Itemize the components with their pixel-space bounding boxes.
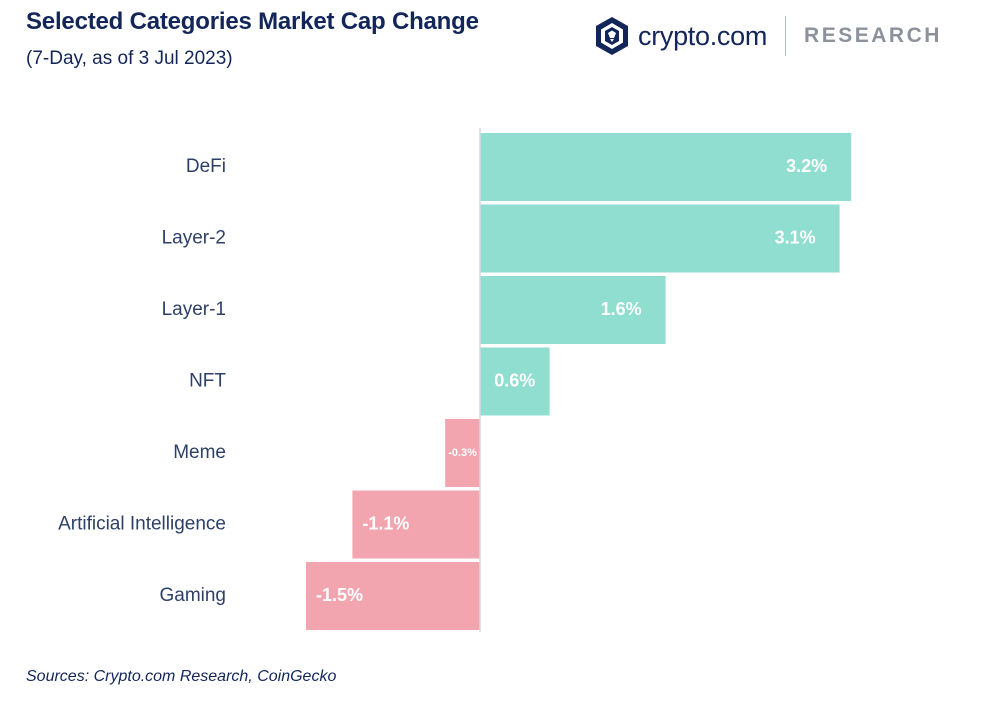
value-label: 0.6% — [494, 370, 535, 390]
value-label: 3.1% — [775, 227, 816, 247]
category-label: Layer-1 — [162, 299, 226, 320]
category-label: Layer-2 — [162, 228, 226, 249]
category-label: Meme — [173, 442, 226, 463]
bar-gaming — [306, 562, 480, 630]
brand-divider — [785, 16, 787, 56]
bar-defi — [480, 133, 852, 201]
category-label: NFT — [189, 371, 226, 392]
bar-meme — [445, 419, 480, 487]
source-note: Sources: Crypto.com Research, CoinGecko — [26, 668, 337, 685]
chart-title: Selected Categories Market Cap Change — [26, 8, 479, 35]
category-label: Gaming — [159, 585, 226, 606]
brand-name: crypto.com — [638, 20, 768, 51]
chart-subtitle: (7-Day, as of 3 Jul 2023) — [26, 48, 233, 69]
category-label: Artificial Intelligence — [58, 514, 226, 535]
bar-nft — [480, 347, 550, 416]
crypto-com-lion-shield-icon — [596, 17, 628, 55]
value-label: 1.6% — [601, 299, 642, 319]
brand-block: crypto.com RESEARCH — [594, 14, 942, 58]
bar-layer-2 — [480, 204, 840, 273]
value-label: -1.1% — [362, 513, 409, 533]
value-label: -0.3% — [448, 447, 477, 459]
bar-layer-1 — [480, 276, 666, 344]
value-label: 3.2% — [786, 156, 827, 176]
category-label: DeFi — [186, 156, 226, 177]
bar-artificial-intelligence — [352, 490, 480, 559]
value-label: -1.5% — [316, 585, 363, 605]
brand-research-tag: RESEARCH — [804, 24, 942, 47]
